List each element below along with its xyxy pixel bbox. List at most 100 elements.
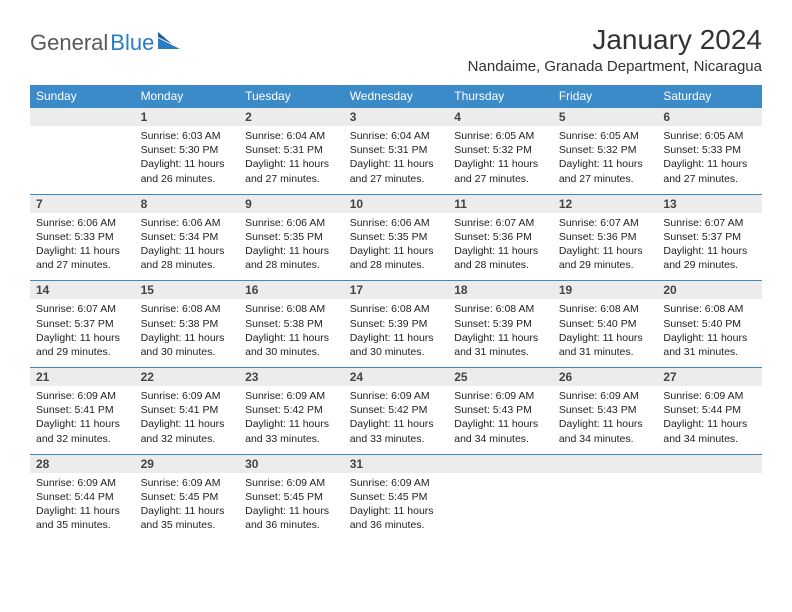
calendar-week-row: 28 Sunrise: 6:09 AM Sunset: 5:44 PM Dayligh… (30, 454, 762, 540)
day-details: Sunrise: 6:09 AMSunset: 5:41 PMDaylight:… (135, 386, 240, 454)
daylight-line: Daylight: 11 hours and 27 minutes. (663, 158, 747, 184)
calendar-cell: 19Sunrise: 6:08 AMSunset: 5:40 PMDayligh… (553, 281, 658, 368)
day-number: 2 (239, 108, 344, 126)
day-number: 1 (135, 108, 240, 126)
calendar-cell: 9Sunrise: 6:06 AMSunset: 5:35 PMDaylight… (239, 194, 344, 281)
calendar-cell: 29Sunrise: 6:09 AMSunset: 5:45 PMDayligh… (135, 454, 240, 540)
daylight-line: Daylight: 11 hours and 27 minutes. (36, 245, 120, 271)
weekday-header: Monday (135, 85, 240, 108)
day-details: Sunrise: 6:04 AMSunset: 5:31 PMDaylight:… (344, 126, 449, 194)
sunset-line: Sunset: 5:39 PM (454, 318, 532, 330)
day-details: Sunrise: 6:09 AMSunset: 5:45 PMDaylight:… (135, 473, 240, 541)
daylight-line: Daylight: 11 hours and 33 minutes. (350, 418, 434, 444)
weekday-header: Tuesday (239, 85, 344, 108)
sunrise-line: Sunrise: 6:04 AM (350, 130, 430, 142)
sunset-line: Sunset: 5:38 PM (141, 318, 219, 330)
sunset-line: Sunset: 5:40 PM (663, 318, 741, 330)
calendar-table: SundayMondayTuesdayWednesdayThursdayFrid… (30, 85, 762, 540)
day-details (30, 126, 135, 186)
sunrise-line: Sunrise: 6:06 AM (141, 217, 221, 229)
sunrise-line: Sunrise: 6:08 AM (454, 303, 534, 315)
sunset-line: Sunset: 5:36 PM (454, 231, 532, 243)
sunset-line: Sunset: 5:33 PM (663, 144, 741, 156)
sunset-line: Sunset: 5:30 PM (141, 144, 219, 156)
calendar-cell: 22Sunrise: 6:09 AMSunset: 5:41 PMDayligh… (135, 368, 240, 455)
calendar-cell: 20Sunrise: 6:08 AMSunset: 5:40 PMDayligh… (657, 281, 762, 368)
sunset-line: Sunset: 5:34 PM (141, 231, 219, 243)
calendar-cell: 28Sunrise: 6:09 AMSunset: 5:44 PMDayligh… (30, 454, 135, 540)
daylight-line: Daylight: 11 hours and 29 minutes. (36, 332, 120, 358)
sunset-line: Sunset: 5:41 PM (141, 404, 219, 416)
day-number (657, 455, 762, 473)
day-details (448, 473, 553, 533)
daylight-line: Daylight: 11 hours and 30 minutes. (245, 332, 329, 358)
day-details: Sunrise: 6:08 AMSunset: 5:39 PMDaylight:… (448, 299, 553, 367)
daylight-line: Daylight: 11 hours and 27 minutes. (454, 158, 538, 184)
calendar-cell: 24Sunrise: 6:09 AMSunset: 5:42 PMDayligh… (344, 368, 449, 455)
sunset-line: Sunset: 5:45 PM (245, 491, 323, 503)
day-details: Sunrise: 6:08 AMSunset: 5:38 PMDaylight:… (239, 299, 344, 367)
sunset-line: Sunset: 5:45 PM (350, 491, 428, 503)
day-number: 21 (30, 368, 135, 386)
sunset-line: Sunset: 5:37 PM (36, 318, 114, 330)
sunrise-line: Sunrise: 6:09 AM (36, 390, 116, 402)
day-details: Sunrise: 6:09 AMSunset: 5:41 PMDaylight:… (30, 386, 135, 454)
daylight-line: Daylight: 11 hours and 27 minutes. (350, 158, 434, 184)
daylight-line: Daylight: 11 hours and 35 minutes. (36, 505, 120, 531)
calendar-cell: 13Sunrise: 6:07 AMSunset: 5:37 PMDayligh… (657, 194, 762, 281)
calendar-cell: 12Sunrise: 6:07 AMSunset: 5:36 PMDayligh… (553, 194, 658, 281)
day-details: Sunrise: 6:06 AMSunset: 5:35 PMDaylight:… (239, 213, 344, 281)
logo-text-general: General (30, 30, 108, 56)
day-number: 31 (344, 455, 449, 473)
title-block: January 2024 Nandaime, Granada Departmen… (468, 24, 762, 75)
day-number: 25 (448, 368, 553, 386)
daylight-line: Daylight: 11 hours and 27 minutes. (559, 158, 643, 184)
sunset-line: Sunset: 5:33 PM (36, 231, 114, 243)
sunrise-line: Sunrise: 6:07 AM (663, 217, 743, 229)
day-details: Sunrise: 6:07 AMSunset: 5:36 PMDaylight:… (553, 213, 658, 281)
calendar-cell: 23Sunrise: 6:09 AMSunset: 5:42 PMDayligh… (239, 368, 344, 455)
sunrise-line: Sunrise: 6:09 AM (350, 477, 430, 489)
sunset-line: Sunset: 5:32 PM (559, 144, 637, 156)
daylight-line: Daylight: 11 hours and 34 minutes. (663, 418, 747, 444)
day-number (30, 108, 135, 126)
day-number: 10 (344, 195, 449, 213)
day-number: 23 (239, 368, 344, 386)
weekday-header: Friday (553, 85, 658, 108)
day-details: Sunrise: 6:07 AMSunset: 5:36 PMDaylight:… (448, 213, 553, 281)
sunrise-line: Sunrise: 6:09 AM (454, 390, 534, 402)
day-number: 8 (135, 195, 240, 213)
day-number: 22 (135, 368, 240, 386)
day-number: 3 (344, 108, 449, 126)
sunrise-line: Sunrise: 6:09 AM (245, 477, 325, 489)
sunrise-line: Sunrise: 6:08 AM (663, 303, 743, 315)
sunset-line: Sunset: 5:42 PM (350, 404, 428, 416)
sunset-line: Sunset: 5:31 PM (245, 144, 323, 156)
day-details: Sunrise: 6:03 AMSunset: 5:30 PMDaylight:… (135, 126, 240, 194)
flag-icon (158, 32, 182, 55)
sunrise-line: Sunrise: 6:08 AM (350, 303, 430, 315)
day-number: 9 (239, 195, 344, 213)
day-number: 26 (553, 368, 658, 386)
calendar-cell: 1Sunrise: 6:03 AMSunset: 5:30 PMDaylight… (135, 108, 240, 195)
day-number: 28 (30, 455, 135, 473)
sunrise-line: Sunrise: 6:07 AM (36, 303, 116, 315)
calendar-cell: 14Sunrise: 6:07 AMSunset: 5:37 PMDayligh… (30, 281, 135, 368)
calendar-cell: 7Sunrise: 6:06 AMSunset: 5:33 PMDaylight… (30, 194, 135, 281)
day-details: Sunrise: 6:09 AMSunset: 5:42 PMDaylight:… (239, 386, 344, 454)
day-details: Sunrise: 6:09 AMSunset: 5:45 PMDaylight:… (239, 473, 344, 541)
calendar-cell: 16Sunrise: 6:08 AMSunset: 5:38 PMDayligh… (239, 281, 344, 368)
calendar-cell: 3Sunrise: 6:04 AMSunset: 5:31 PMDaylight… (344, 108, 449, 195)
sunset-line: Sunset: 5:44 PM (36, 491, 114, 503)
sunset-line: Sunset: 5:35 PM (350, 231, 428, 243)
day-details: Sunrise: 6:08 AMSunset: 5:38 PMDaylight:… (135, 299, 240, 367)
sunset-line: Sunset: 5:43 PM (559, 404, 637, 416)
day-details: Sunrise: 6:08 AMSunset: 5:40 PMDaylight:… (657, 299, 762, 367)
day-details: Sunrise: 6:08 AMSunset: 5:40 PMDaylight:… (553, 299, 658, 367)
day-number: 29 (135, 455, 240, 473)
calendar-cell: 2Sunrise: 6:04 AMSunset: 5:31 PMDaylight… (239, 108, 344, 195)
weekday-header: Thursday (448, 85, 553, 108)
day-details: Sunrise: 6:06 AMSunset: 5:35 PMDaylight:… (344, 213, 449, 281)
sunrise-line: Sunrise: 6:06 AM (350, 217, 430, 229)
calendar-cell: 17Sunrise: 6:08 AMSunset: 5:39 PMDayligh… (344, 281, 449, 368)
